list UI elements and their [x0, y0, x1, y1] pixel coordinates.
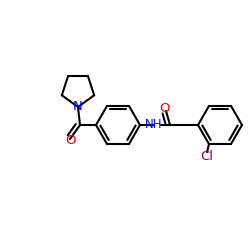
Text: O: O	[65, 134, 75, 147]
Text: O: O	[160, 102, 170, 116]
Text: NH: NH	[145, 118, 163, 132]
Text: Cl: Cl	[200, 150, 213, 162]
Text: N: N	[73, 100, 83, 114]
